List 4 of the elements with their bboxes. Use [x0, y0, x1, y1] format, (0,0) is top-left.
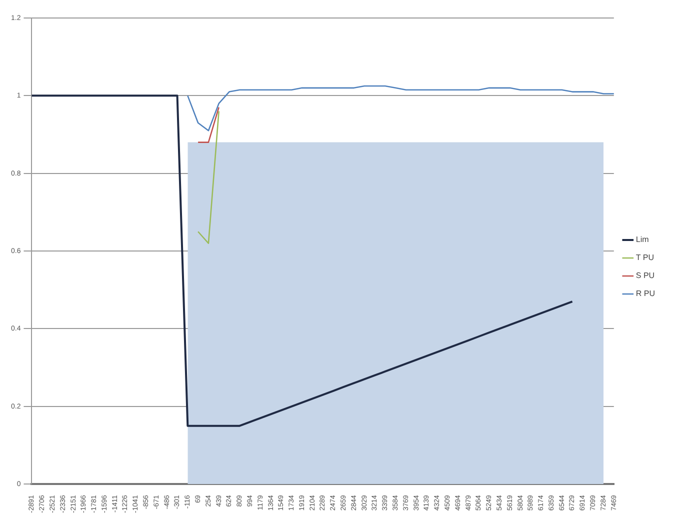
- legend-label: S PU: [636, 271, 655, 280]
- legend-label: Lim: [636, 235, 650, 244]
- legend-label: R PU: [636, 289, 656, 298]
- legend-label: T PU: [636, 253, 654, 262]
